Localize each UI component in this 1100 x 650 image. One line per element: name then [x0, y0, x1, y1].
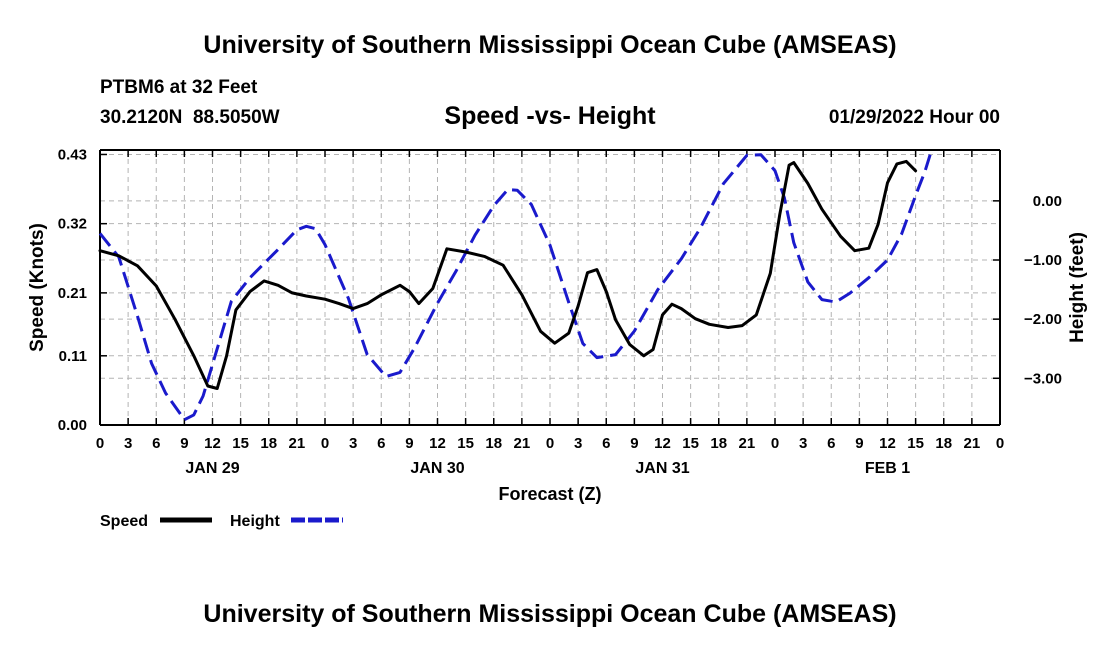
- legend-height-label: Height: [230, 513, 280, 530]
- y2-tick-label: −2.00: [1024, 311, 1062, 328]
- x-tick-label: 21: [289, 435, 306, 452]
- date-label: FEB 1: [865, 460, 910, 477]
- x-tick-label: 15: [682, 435, 699, 452]
- y2-axis-title: Height (feet): [1067, 232, 1088, 343]
- x-tick-label: 0: [771, 435, 779, 452]
- x-tick-label: 0: [321, 435, 329, 452]
- x-tick-label: 6: [377, 435, 385, 452]
- y-tick-label: 0.21: [58, 285, 87, 302]
- x-tick-label: 9: [180, 435, 188, 452]
- speed-height-chart: 0 3 6 9 12 15 18 21 0 3 6 9 12 15 18 21 0 3 6 9 12 15 18 21 0 3 6 9…: [27, 146, 1088, 530]
- chart-subtitle: Speed -vs- Height: [444, 102, 656, 130]
- x-tick-label: 6: [602, 435, 610, 452]
- x-tick-label: 21: [514, 435, 531, 452]
- page-title: University of Southern Mississippi Ocean…: [203, 31, 897, 59]
- x-tick-label: 12: [879, 435, 896, 452]
- x-tick-label: 3: [349, 435, 357, 452]
- x-tick-label: 18: [260, 435, 277, 452]
- x-tick-label: 12: [654, 435, 671, 452]
- x-tick-label: 15: [907, 435, 924, 452]
- y2-tick-label: −1.00: [1024, 252, 1062, 269]
- x-tick-label: 3: [124, 435, 132, 452]
- x-tick-label: 21: [739, 435, 756, 452]
- x-axis-title: Forecast (Z): [498, 484, 601, 504]
- x-tick-label: 12: [429, 435, 446, 452]
- y-tick-label: 0.32: [58, 216, 87, 233]
- x-tick-label: 6: [827, 435, 835, 452]
- x-tick-label: 9: [630, 435, 638, 452]
- y-tick-label: 0.00: [58, 417, 87, 434]
- coordinates-label: 30.2120N 88.5050W: [100, 107, 280, 128]
- x-tick-label: 18: [485, 435, 502, 452]
- y-tick-label: 0.43: [58, 146, 87, 163]
- x-tick-label: 12: [204, 435, 221, 452]
- forecast-datetime: 01/29/2022 Hour 00: [828, 107, 1000, 128]
- x-tick-label: 0: [96, 435, 104, 452]
- x-tick-label: 9: [405, 435, 413, 452]
- x-tick-label: 3: [799, 435, 807, 452]
- x-tick-label: 18: [935, 435, 952, 452]
- x-tick-label: 0: [546, 435, 554, 452]
- height-series-line: [98, 149, 934, 422]
- x-tick-label: 0: [996, 435, 1004, 452]
- speed-series-line: [98, 159, 918, 390]
- x-tick-label: 21: [964, 435, 981, 452]
- x-tick-label: 3: [574, 435, 582, 452]
- date-label: JAN 31: [635, 460, 689, 477]
- footer-title: University of Southern Mississippi Ocean…: [203, 600, 897, 628]
- y2-tick-label: −3.00: [1024, 370, 1062, 387]
- x-tick-label: 15: [457, 435, 474, 452]
- date-label: JAN 29: [185, 460, 239, 477]
- x-tick-label: 6: [152, 435, 160, 452]
- y-tick-label: 0.11: [59, 348, 87, 365]
- date-label: JAN 30: [410, 460, 464, 477]
- legend-speed-label: Speed: [100, 513, 148, 530]
- station-label: PTBM6 at 32 Feet: [100, 77, 258, 98]
- y-axis-title: Speed (Knots): [27, 223, 48, 352]
- y2-tick-label: 0.00: [1033, 193, 1062, 210]
- x-tick-label: 18: [710, 435, 727, 452]
- x-tick-label: 15: [232, 435, 249, 452]
- x-tick-label: 9: [855, 435, 863, 452]
